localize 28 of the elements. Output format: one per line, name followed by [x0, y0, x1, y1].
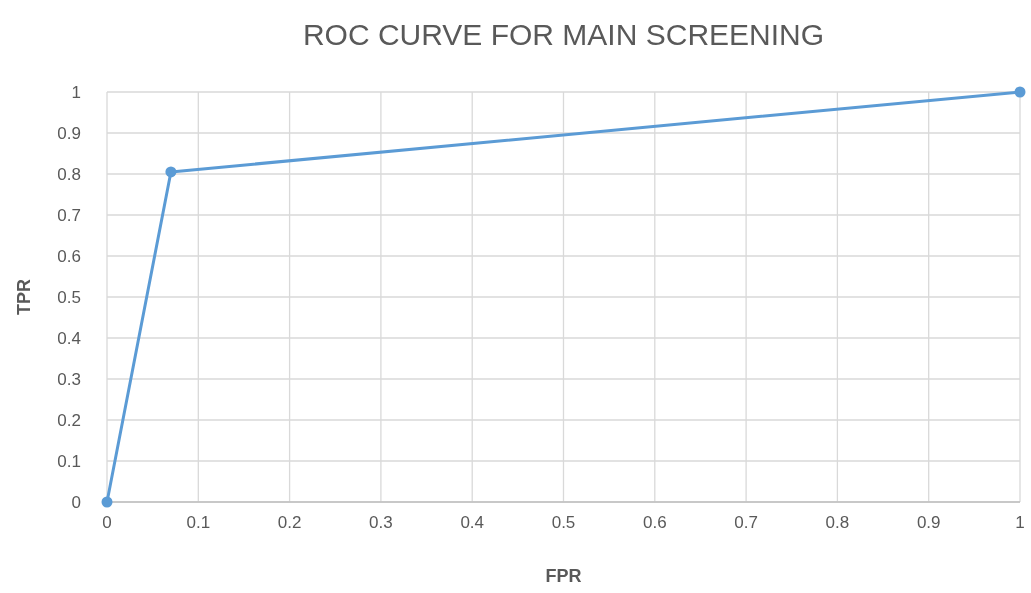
- x-tick-label: 1: [1015, 513, 1025, 532]
- y-tick-label: 0.7: [57, 206, 81, 225]
- x-tick-label: 0.1: [186, 513, 211, 532]
- x-tick-label: 0.9: [916, 513, 941, 532]
- y-tick-label: 0.1: [57, 452, 81, 471]
- y-tick-label: 0.5: [57, 288, 81, 307]
- y-tick-label: 0.2: [57, 411, 81, 430]
- y-tick-label: 1: [71, 83, 81, 102]
- y-tick-label: 0.8: [57, 165, 81, 184]
- x-tick-label: 0.3: [369, 513, 393, 532]
- x-axis-title: FPR: [545, 566, 582, 586]
- point: [165, 166, 177, 178]
- y-axis-title: TPR: [14, 279, 34, 315]
- x-tick-label: 0.6: [642, 513, 667, 532]
- point: [1014, 86, 1026, 98]
- chart-title: ROC CURVE FOR MAIN SCREENING: [302, 18, 825, 51]
- x-tick-label: 0.2: [277, 513, 302, 532]
- y-tick-label: 0: [71, 493, 81, 512]
- x-tick-label: 0.5: [551, 513, 576, 532]
- x-tick-label: 0.8: [825, 513, 850, 532]
- x-tick-label: 0.7: [734, 513, 758, 532]
- x-tick-label: 0: [102, 513, 112, 532]
- y-tick-label: 0.4: [57, 329, 81, 348]
- y-tick-label: 0.9: [57, 124, 81, 143]
- point: [101, 496, 113, 508]
- y-tick-label: 0.6: [57, 247, 81, 266]
- y-tick-label: 0.3: [57, 370, 81, 389]
- x-tick-label: 0.4: [460, 513, 485, 532]
